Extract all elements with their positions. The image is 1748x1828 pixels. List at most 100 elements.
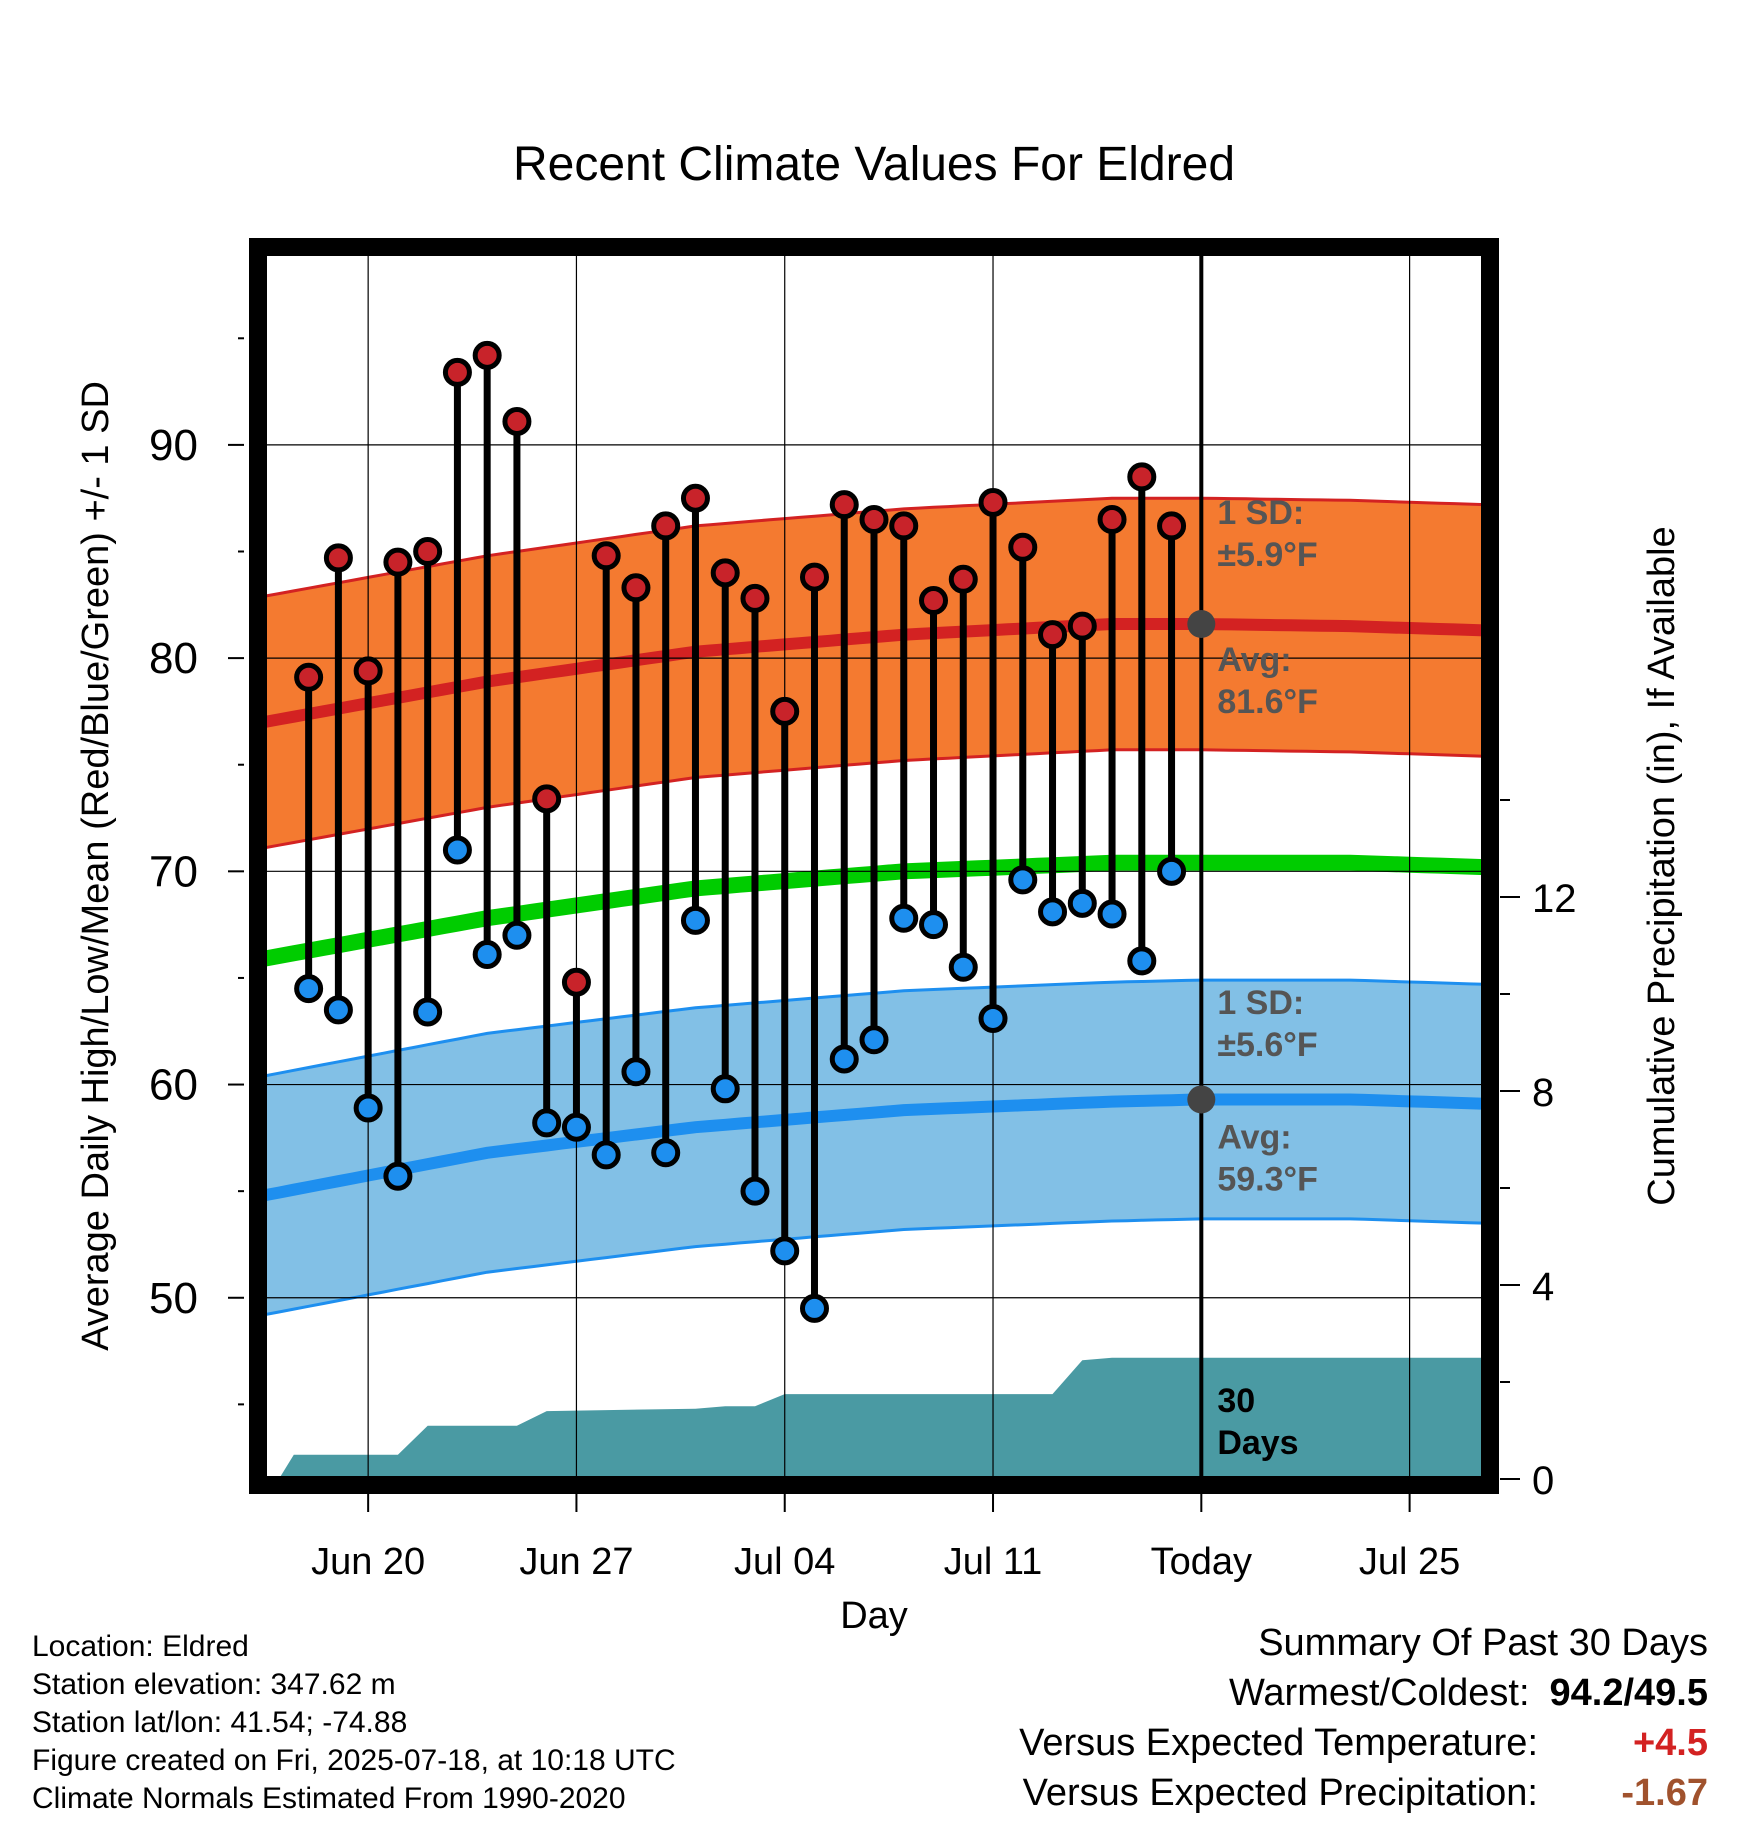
precip-annotation: 30 Days [1217, 1382, 1298, 1462]
created-text: Figure created on Fri, 2025-07-18, at 10… [32, 1744, 676, 1777]
daily-low-point [829, 1044, 859, 1074]
daily-high-point [353, 656, 383, 686]
latlon-text: Station lat/lon: 41.54; -74.88 [32, 1706, 408, 1739]
location-text: Location: Eldred [32, 1630, 249, 1663]
daily-high-point [383, 547, 413, 577]
y-axis-label: Average Daily High/Low/Mean (Red/Blue/Gr… [75, 381, 117, 1351]
daily-high-point [502, 406, 532, 436]
daily-high-point [532, 784, 562, 814]
x-tick-label: Jul 25 [1359, 1541, 1460, 1583]
daily-high-point [680, 483, 710, 513]
daily-low-point [1038, 897, 1068, 927]
today-high-avg-dot [1187, 609, 1216, 638]
normal-low-line [264, 1093, 1484, 1202]
summary-warm-cold: Warmest/Coldest: 94.2/49.5 [1019, 1668, 1708, 1718]
daily-high-point [1127, 462, 1157, 492]
daily-high-point [561, 967, 591, 997]
low-avg-annotation: Avg: 59.3°F [1217, 1119, 1318, 1199]
daily-low-point [1008, 865, 1038, 895]
daily-high-point [413, 537, 443, 567]
x-tick-label: Jul 11 [944, 1541, 1043, 1583]
y-tick-label: 80 [149, 634, 198, 683]
daily-low-point [532, 1108, 562, 1138]
summary-panel: Summary Of Past 30 Days Warmest/Coldest:… [1019, 1618, 1708, 1818]
daily-low-point [353, 1093, 383, 1123]
temp-label: Versus Expected Temperature: [1019, 1722, 1538, 1764]
daily-low-point [442, 835, 472, 865]
daily-low-point [1097, 899, 1127, 929]
daily-high-point [889, 511, 919, 541]
y-tick-label: 60 [149, 1061, 198, 1110]
daily-low-point [710, 1074, 740, 1104]
daily-high-point [323, 543, 353, 573]
daily-low-point [323, 995, 353, 1025]
daily-high-point [442, 357, 472, 387]
daily-low-point [294, 974, 324, 1004]
y-tick-label: 70 [149, 847, 198, 896]
daily-low-point [889, 903, 919, 933]
x-tick-label: Today [1151, 1541, 1252, 1583]
summary-precip: Versus Expected Precipitation: -1.67 [1019, 1768, 1708, 1818]
daily-low-point [799, 1293, 829, 1323]
daily-low-point [1157, 856, 1187, 886]
daily-high-point [859, 505, 889, 535]
daily-low-point [859, 1025, 889, 1055]
y2-tick-label: 12 [1532, 877, 1577, 921]
y-tick-label: 50 [149, 1274, 198, 1323]
daily-high-point [799, 562, 829, 592]
daily-high-point [651, 511, 681, 541]
y-tick-label: 90 [149, 421, 198, 470]
daily-high-point [294, 662, 324, 692]
daily-high-point [1008, 532, 1038, 562]
daily-low-point [1067, 888, 1097, 918]
daily-high-point [919, 586, 949, 616]
high-avg-annotation: Avg: 81.6°F [1217, 641, 1318, 721]
daily-high-point [1157, 511, 1187, 541]
low-sd-annotation: 1 SD: ±5.6°F [1217, 984, 1317, 1064]
y2-tick-label: 0 [1532, 1459, 1554, 1503]
daily-low-point [502, 920, 532, 950]
daily-low-point [413, 997, 443, 1027]
summary-temp: Versus Expected Temperature: +4.5 [1019, 1718, 1708, 1768]
daily-low-point [680, 905, 710, 935]
daily-high-point [948, 564, 978, 594]
y2-tick-label: 8 [1532, 1071, 1554, 1115]
daily-low-point [919, 910, 949, 940]
low-sd-band [264, 980, 1484, 1315]
daily-low-point [561, 1112, 591, 1142]
daily-low-point [1127, 946, 1157, 976]
today-low-avg-dot [1187, 1085, 1216, 1114]
precip-label: Versus Expected Precipitation: [1022, 1772, 1538, 1814]
daily-low-point [591, 1140, 621, 1170]
daily-high-point [1067, 611, 1097, 641]
daily-high-point [621, 573, 651, 603]
daily-low-point [770, 1236, 800, 1266]
daily-high-point [591, 541, 621, 571]
low-sd-lower-edge [264, 1217, 1484, 1317]
daily-high-point [472, 340, 502, 370]
precip-area [278, 1357, 1484, 1479]
daily-high-point [740, 583, 770, 613]
plot-frame [249, 238, 1499, 1494]
daily-low-point [740, 1176, 770, 1206]
daily-low-point [651, 1138, 681, 1168]
high-sd-annotation: 1 SD: ±5.9°F [1217, 494, 1317, 574]
daily-high-point [710, 558, 740, 588]
x-tick-label: Jun 20 [311, 1541, 425, 1583]
temp-value: +4.5 [1632, 1722, 1708, 1764]
warm-cold-label: Warmest/Coldest: [1228, 1672, 1530, 1714]
warm-cold-value: 94.2/49.5 [1549, 1672, 1708, 1714]
precip-value: -1.67 [1621, 1772, 1708, 1814]
daily-low-point [948, 952, 978, 982]
summary-title: Summary Of Past 30 Days [1258, 1622, 1708, 1664]
daily-low-point [978, 1003, 1008, 1033]
normals-text: Climate Normals Estimated From 1990-2020 [32, 1782, 626, 1815]
daily-low-point [621, 1057, 651, 1087]
daily-high-point [978, 487, 1008, 517]
daily-high-point [1038, 620, 1068, 650]
x-tick-label: Jul 04 [734, 1541, 835, 1583]
daily-low-point [472, 939, 502, 969]
daily-high-point [770, 696, 800, 726]
daily-low-point [383, 1161, 413, 1191]
